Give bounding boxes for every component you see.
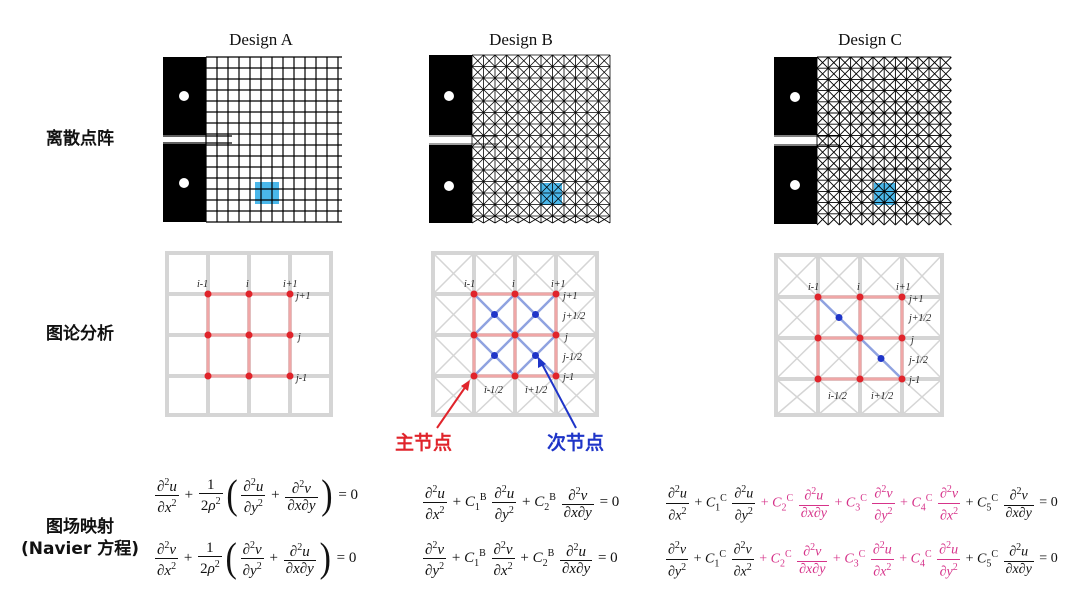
- graph-design-b: [431, 251, 599, 429]
- primary-node-arrow: [436, 385, 467, 429]
- label-c-i-minus-half: i-1/2: [828, 391, 847, 402]
- lattice-design-a: [163, 56, 342, 223]
- hole-upper-b: [444, 91, 454, 101]
- equation-a-2: ∂2v ∂x2 + 1 2ρ2 ( ∂2v ∂y2 + ∂2u ∂x∂y ) = 0: [155, 535, 357, 581]
- secondary-node-arrow: [541, 363, 577, 429]
- hole-upper-a: [179, 91, 189, 101]
- graph-design-c: [774, 253, 944, 417]
- hole-lower-b: [444, 181, 454, 191]
- label-b-j-plus-half: j+1/2: [561, 311, 585, 322]
- equation-a-1: ∂2u ∂x2 + 1 2ρ2 ( ∂2u ∂y2 + ∂2v ∂x∂y ) = 0: [155, 472, 359, 518]
- label-a-i-plus: i+1: [283, 279, 298, 290]
- primary-node-label: 主节点: [395, 432, 453, 454]
- label-b-i: i: [512, 279, 515, 290]
- label-a-j-minus: j-1: [294, 373, 307, 384]
- graph-labels: i-1 i i+1 j+1 j j-1 i-1 i i+1 j+1 j+1/2 …: [197, 279, 931, 402]
- label-b-i-minus-half: i-1/2: [484, 385, 503, 396]
- equation-c-2: ∂2v ∂y2 + C1C ∂2v ∂x2 + C2C ∂2v ∂x∂y + C3C …: [666, 540, 1058, 580]
- label-c-i-minus: i-1: [808, 282, 819, 293]
- label-c-j-plus: j+1: [907, 294, 924, 305]
- label-c-i: i: [857, 282, 860, 293]
- label-c-j-minus: j-1: [907, 375, 920, 386]
- design-b-title: Design B: [489, 30, 553, 49]
- label-b-i-plus: i+1: [551, 279, 566, 290]
- design-c-title: Design C: [838, 30, 902, 49]
- hole-lower-a: [179, 178, 189, 188]
- label-c-j-minus-half: j-1/2: [907, 355, 928, 366]
- highlight-cell-c: [874, 183, 896, 205]
- row-label-graph: 图论分析: [46, 324, 114, 344]
- lattice-design-c: [774, 56, 952, 226]
- label-c-i-plus-half: i+1/2: [871, 391, 893, 402]
- graph-design-a: [165, 251, 333, 417]
- row-label-mapping-line1: 图场映射: [46, 517, 114, 537]
- label-b-j-plus: j+1: [561, 291, 578, 302]
- label-c-i-plus: i+1: [896, 282, 911, 293]
- highlight-cell-a: [255, 182, 279, 204]
- lattice-design-b: [429, 54, 611, 224]
- design-a-title: Design A: [229, 30, 293, 49]
- label-a-i-minus: i-1: [197, 279, 208, 290]
- label-b-j-minus-half: j-1/2: [561, 352, 582, 363]
- hole-lower-c: [790, 180, 800, 190]
- hole-upper-c: [790, 92, 800, 102]
- equation-b-1: ∂2u ∂x2 + C1B ∂2u ∂y2 + C2B ∂2v ∂x∂y = 0: [423, 484, 620, 523]
- label-a-j-plus: j+1: [294, 291, 311, 302]
- label-b-j-minus: j-1: [561, 372, 574, 383]
- row-label-discrete: 离散点阵: [46, 129, 114, 149]
- label-c-j: j: [909, 335, 914, 346]
- label-a-i: i: [246, 279, 249, 290]
- row-label-mapping-line2: (Navier 方程): [21, 539, 139, 559]
- equation-b-2: ∂2v ∂y2 + C1B ∂2v ∂x2 + C2B ∂2u ∂x∂y = 0: [423, 540, 618, 579]
- label-b-i-plus-half: i+1/2: [525, 385, 547, 396]
- label-a-j: j: [296, 332, 301, 343]
- equation-c-1: ∂2u ∂x2 + C1C ∂2u ∂y2 + C2C ∂2u ∂x∂y + C3C …: [666, 484, 1058, 524]
- secondary-node-label: 次节点: [547, 432, 605, 454]
- label-b-j: j: [563, 332, 568, 343]
- row-label-mapping: 图场映射 (Navier 方程): [10, 516, 150, 560]
- label-c-j-plus-half: j+1/2: [907, 313, 931, 324]
- label-b-i-minus: i-1: [464, 279, 475, 290]
